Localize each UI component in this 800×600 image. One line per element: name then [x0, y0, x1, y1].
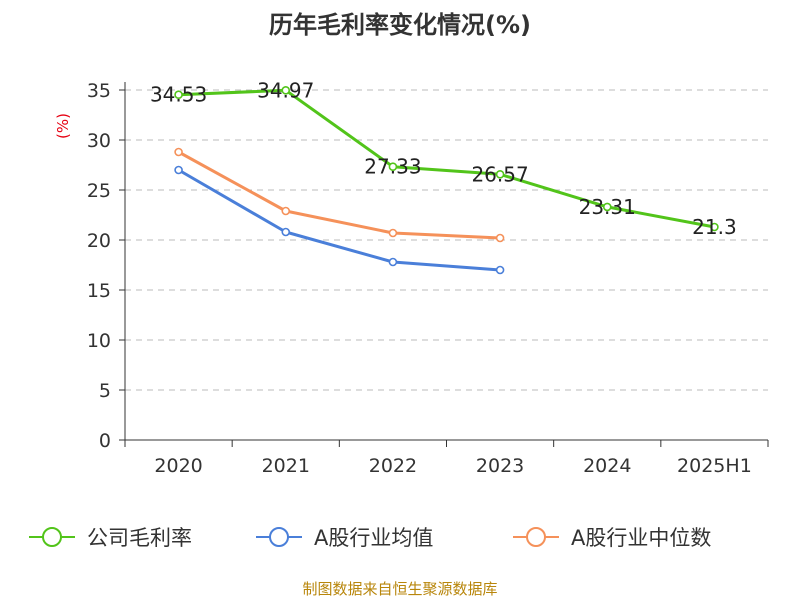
- data-label-0-1: 34.97: [257, 78, 314, 102]
- data-point-0-5: [710, 222, 719, 232]
- series-line-1: [177, 168, 501, 272]
- y-tick-label-15: 15: [87, 280, 111, 302]
- legend-label-2: A股行业中位数: [571, 526, 711, 550]
- data-point-0-3: [495, 170, 505, 179]
- y-tick-label-0: 0: [99, 430, 111, 452]
- data-label-0-4: 23.31: [579, 195, 636, 219]
- data-point-0-0: [174, 90, 183, 99]
- series-1: [174, 165, 505, 275]
- data-point-0-1: [281, 86, 291, 95]
- data-label-0-3: 26.57: [471, 162, 528, 186]
- data-point-2-1: [281, 206, 291, 216]
- x-tick-label-2022: 2022: [369, 455, 417, 477]
- data-label-0-0: 34.53: [150, 83, 207, 107]
- data-labels: 34.53 34.97 27.33 26.57 23.31 21.3: [150, 78, 737, 239]
- y-tick-label-30: 30: [87, 130, 111, 152]
- legend-item-1[interactable]: A股行业均值: [256, 526, 433, 550]
- legend-item-0[interactable]: 公司毛利率: [29, 526, 192, 550]
- y-axis-label: (%): [54, 113, 72, 139]
- data-point-0-4: [602, 202, 612, 212]
- data-point-2-3: [495, 233, 505, 243]
- y-axis: 0 5 10 15 20 25 30 35: [87, 80, 126, 452]
- y-tick-label-35: 35: [87, 80, 111, 102]
- series-layer: [174, 86, 719, 275]
- x-tick-label-2021: 2021: [262, 455, 310, 477]
- y-tick-label-25: 25: [87, 180, 111, 202]
- x-tick-label-2020: 2020: [154, 455, 202, 477]
- data-label-0-2: 27.33: [364, 155, 421, 179]
- legend-label-0: 公司毛利率: [87, 526, 192, 550]
- legend-item-2[interactable]: A股行业中位数: [513, 526, 711, 550]
- series-0: [174, 86, 719, 232]
- series-2: [174, 147, 505, 243]
- series-line-0: [178, 88, 715, 229]
- data-point-1-2: [388, 257, 398, 267]
- chart-title: 历年毛利率变化情况(%): [269, 11, 531, 39]
- data-point-1-1: [281, 227, 291, 237]
- data-point-2-2: [388, 228, 398, 238]
- data-label-0-5: 21.3: [692, 215, 737, 239]
- legend-marker-0: [42, 527, 62, 547]
- data-point-0-2: [388, 162, 398, 171]
- x-tick-label-2023: 2023: [476, 455, 524, 477]
- gridlines: [125, 89, 768, 391]
- data-point-2-0: [174, 147, 183, 157]
- data-point-1-0: [174, 165, 183, 175]
- y-tick-label-20: 20: [87, 230, 111, 252]
- y-tick-label-10: 10: [87, 330, 111, 352]
- legend[interactable]: 公司毛利率 A股行业均值 A股行业中位数: [29, 526, 711, 550]
- source-note: 制图数据来自恒生聚源数据库: [302, 580, 497, 598]
- legend-marker-1: [269, 527, 289, 547]
- x-tick-label-2024: 2024: [583, 455, 631, 477]
- data-point-1-3: [495, 265, 505, 275]
- series-line-2: [177, 150, 501, 240]
- x-tick-label-2025H1: 2025H1: [677, 455, 752, 477]
- legend-marker-2: [526, 527, 546, 547]
- x-axis: 2020 2021 2022 2023 2024 2025H1: [124, 439, 769, 477]
- legend-label-1: A股行业均值: [314, 526, 433, 550]
- y-tick-label-5: 5: [99, 380, 111, 402]
